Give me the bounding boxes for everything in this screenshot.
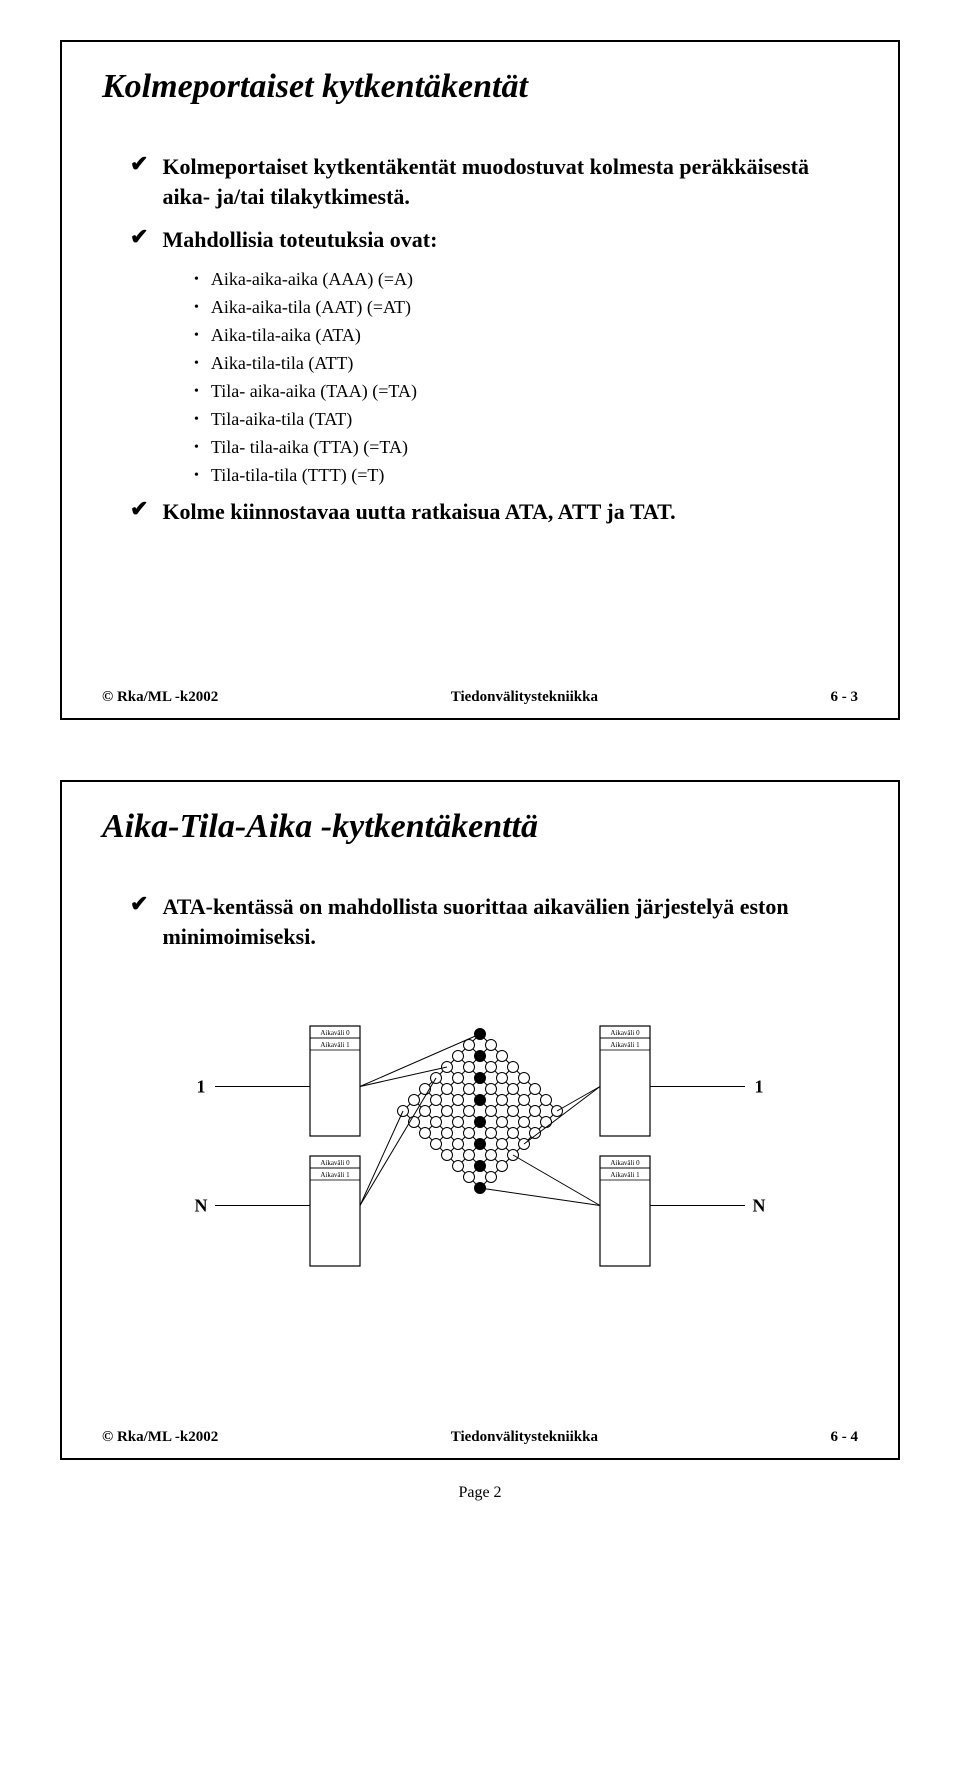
footer-center: Tiedonvälitystekniikka (451, 689, 598, 706)
svg-text:Aikaväli 0: Aikaväli 0 (610, 1159, 640, 1167)
bullet-icon: • (194, 297, 199, 319)
svg-text:1: 1 (197, 1077, 206, 1097)
slide1-item-0: •Aika-aika-aika (AAA) (=A) (194, 269, 858, 291)
slide1-item-2: •Aika-tila-aika (ATA) (194, 325, 858, 347)
svg-text:1: 1 (755, 1077, 764, 1097)
slide1-para3: ✔ Kolme kiinnostavaa uutta ratkaisua ATA… (130, 497, 858, 527)
check-icon: ✔ (130, 225, 148, 249)
svg-text:Aikaväli 0: Aikaväli 0 (610, 1029, 640, 1037)
check-icon: ✔ (130, 892, 148, 916)
slide1-title: Kolmeportaiset kytkentäkentät (102, 68, 858, 106)
bullet-icon: • (194, 269, 199, 291)
bullet-icon: • (194, 353, 199, 375)
svg-text:Aikaväli 0: Aikaväli 0 (320, 1029, 350, 1037)
ata-diagram: Aikaväli 0 Aikaväli 1 Aikaväli 0 Aikaväli 1… (102, 981, 858, 1311)
footer-left: © Rka/ML -k2002 (102, 1429, 218, 1446)
svg-text:Aikaväli 1: Aikaväli 1 (320, 1041, 350, 1049)
slide1-footer: © Rka/ML -k2002 Tiedonvälitystekniikka 6… (102, 689, 858, 706)
footer-left: © Rka/ML -k2002 (102, 689, 218, 706)
footer-right: 6 - 3 (830, 689, 858, 706)
slide1-item-5: •Tila-aika-tila (TAT) (194, 409, 858, 431)
check-icon: ✔ (130, 152, 148, 176)
svg-text:Aikaväli 1: Aikaväli 1 (320, 1171, 350, 1179)
page-number: Page 2 (60, 1484, 900, 1502)
slide-2: Aika-Tila-Aika -kytkentäkenttä ✔ ATA-ken… (60, 780, 900, 1460)
slide1-para2: ✔ Mahdollisia toteutuksia ovat: (130, 225, 858, 255)
slide2-title: Aika-Tila-Aika -kytkentäkenttä (102, 808, 858, 846)
slide1-para1: ✔ Kolmeportaiset kytkentäkentät muodostu… (130, 152, 858, 211)
slide2-para1: ✔ ATA-kentässä on mahdollista suorittaa … (130, 892, 858, 951)
footer-right: 6 - 4 (830, 1429, 858, 1446)
slide-1: Kolmeportaiset kytkentäkentät ✔ Kolmepor… (60, 40, 900, 720)
slide1-item-4: •Tila- aika-aika (TAA) (=TA) (194, 381, 858, 403)
bullet-icon: • (194, 465, 199, 487)
bullet-icon: • (194, 409, 199, 431)
bullet-icon: • (194, 325, 199, 347)
slide1-item-1: •Aika-aika-tila (AAT) (=AT) (194, 297, 858, 319)
bullet-icon: • (194, 381, 199, 403)
svg-text:N: N (195, 1196, 208, 1216)
slide2-footer: © Rka/ML -k2002 Tiedonvälitystekniikka 6… (102, 1429, 858, 1446)
slide1-item-6: •Tila- tila-aika (TTA) (=TA) (194, 437, 858, 459)
bullet-icon: • (194, 437, 199, 459)
svg-text:N: N (753, 1196, 766, 1216)
svg-text:Aikaväli 0: Aikaväli 0 (320, 1159, 350, 1167)
slide1-item-3: •Aika-tila-tila (ATT) (194, 353, 858, 375)
footer-center: Tiedonvälitystekniikka (451, 1429, 598, 1446)
svg-text:Aikaväli 1: Aikaväli 1 (610, 1171, 640, 1179)
check-icon: ✔ (130, 497, 148, 521)
svg-text:Aikaväli 1: Aikaväli 1 (610, 1041, 640, 1049)
slide1-item-7: •Tila-tila-tila (TTT) (=T) (194, 465, 858, 487)
